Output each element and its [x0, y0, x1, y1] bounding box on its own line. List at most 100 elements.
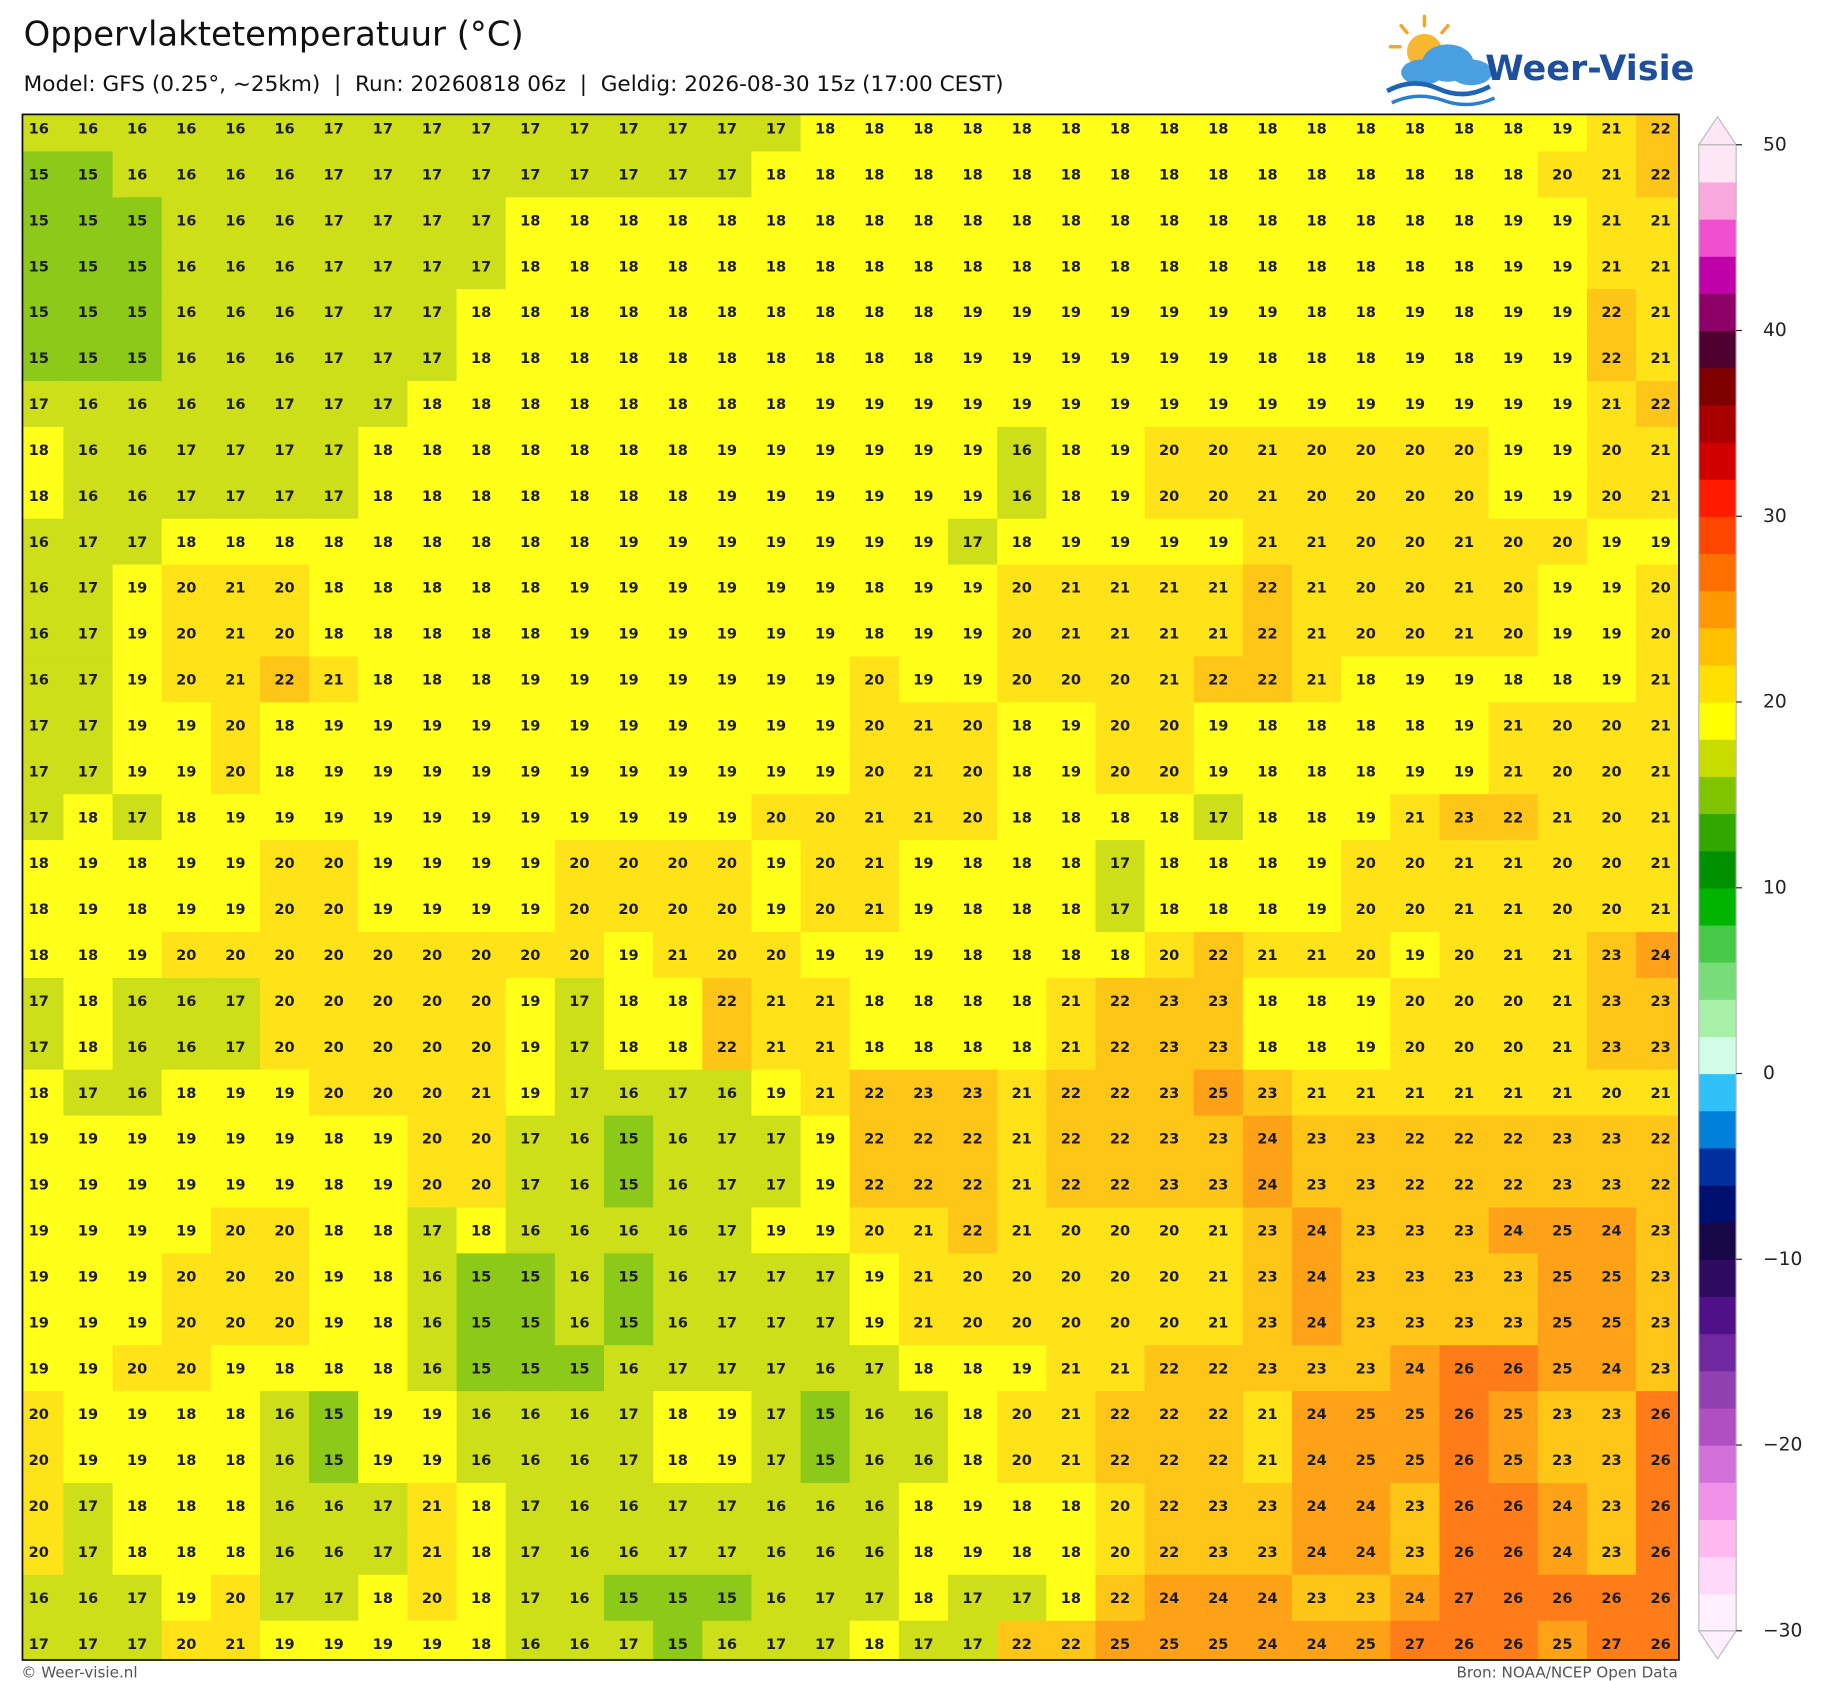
temperature-cell — [702, 1253, 753, 1300]
temperature-cell — [112, 1161, 163, 1209]
temperature-value: 20 — [864, 672, 884, 689]
temperature-value: 19 — [1552, 580, 1572, 597]
temperature-value: 18 — [225, 1544, 245, 1561]
temperature-value: 19 — [766, 580, 786, 597]
temperature-value: 16 — [127, 1085, 147, 1102]
temperature-value: 19 — [668, 534, 688, 551]
temperature-value: 23 — [1159, 1177, 1179, 1194]
temperature-value: 18 — [717, 212, 737, 229]
temperature-cell — [948, 1391, 998, 1438]
temperature-cell — [603, 426, 654, 474]
temperature-cell — [1193, 564, 1244, 612]
temperature-value: 19 — [78, 1406, 98, 1423]
temperature-cell — [456, 1299, 507, 1346]
temperature-value: 16 — [176, 166, 196, 183]
temperature-value: 23 — [1650, 1360, 1670, 1377]
temperature-cell — [1095, 472, 1146, 520]
temperature-value: 18 — [913, 993, 933, 1010]
temperature-cell — [309, 610, 359, 658]
temperature-value: 24 — [1650, 947, 1670, 964]
temperature-value: 20 — [176, 1268, 196, 1285]
temperature-cell — [63, 1023, 114, 1071]
temperature-cell — [751, 1115, 802, 1163]
temperature-value: 21 — [1306, 580, 1326, 597]
temperature-value: 16 — [471, 1406, 491, 1423]
temperature-value: 19 — [422, 901, 442, 918]
temperature-value: 17 — [766, 1406, 786, 1423]
colorbar-segment — [1698, 739, 1737, 777]
temperature-value: 18 — [766, 396, 786, 413]
temperature-value: 18 — [1257, 1039, 1277, 1056]
temperature-cell — [1193, 472, 1244, 520]
temperature-cell — [1390, 1528, 1441, 1576]
temperature-value: 15 — [618, 1590, 638, 1607]
temperature-cell — [1292, 1161, 1342, 1209]
temperature-value: 19 — [225, 1085, 245, 1102]
temperature-value: 20 — [1552, 855, 1572, 872]
temperature-value: 21 — [324, 672, 344, 689]
temperature-cell — [554, 380, 605, 428]
temperature-cell — [1439, 197, 1490, 244]
temperature-cell — [1390, 931, 1441, 979]
temperature-cell — [63, 197, 114, 244]
temperature-cell — [358, 335, 409, 382]
temperature-value: 16 — [127, 396, 147, 413]
temperature-cell — [554, 1391, 605, 1438]
temperature-value: 27 — [1454, 1590, 1474, 1607]
temperature-cell — [948, 977, 998, 1025]
colorbar-segment — [1698, 664, 1737, 703]
temperature-value: 21 — [1061, 626, 1081, 643]
temperature-value: 18 — [78, 809, 98, 826]
temperature-value: 21 — [1454, 580, 1474, 597]
temperature-cell — [554, 1620, 605, 1660]
temperature-cell — [751, 564, 802, 612]
temperature-value: 18 — [569, 350, 589, 367]
temperature-cell — [1095, 748, 1146, 795]
temperature-cell — [1537, 840, 1588, 887]
temperature-value: 20 — [274, 901, 294, 918]
temperature-cell — [1341, 1207, 1392, 1255]
temperature-value: 18 — [471, 396, 491, 413]
temperature-cell — [554, 977, 605, 1025]
temperature-value: 18 — [1012, 258, 1032, 275]
temperature-cell — [653, 1115, 703, 1163]
temperature-value: 17 — [422, 350, 442, 367]
temperature-cell — [1144, 794, 1195, 841]
temperature-cell — [1390, 564, 1441, 612]
temperature-value: 22 — [1257, 580, 1277, 597]
colorbar-tick-label: 10 — [1763, 877, 1787, 898]
temperature-cell — [702, 1299, 753, 1346]
temperature-value: 17 — [815, 1314, 835, 1331]
temperature-value: 20 — [668, 901, 688, 918]
temperature-cell — [1095, 886, 1146, 933]
temperature-value: 16 — [618, 1360, 638, 1377]
temperature-cell — [1439, 243, 1490, 290]
colorbar-segment — [1698, 367, 1737, 406]
temperature-cell — [849, 380, 900, 428]
temperature-cell — [800, 794, 851, 841]
temperature-cell — [1586, 472, 1637, 520]
temperature-cell — [603, 931, 654, 979]
temperature-cell — [997, 1069, 1048, 1117]
temperature-value: 18 — [471, 488, 491, 505]
temperature-cell — [554, 1437, 605, 1484]
temperature-cell — [1144, 1345, 1195, 1392]
temperature-cell — [702, 564, 753, 612]
temperature-cell — [1046, 380, 1097, 428]
temperature-value: 20 — [1159, 717, 1179, 734]
temperature-cell — [1636, 472, 1679, 520]
temperature-cell — [1439, 886, 1490, 933]
temperature-cell — [210, 335, 261, 382]
temperature-value: 16 — [668, 1268, 688, 1285]
temperature-cell — [800, 1115, 851, 1163]
temperature-cell — [22, 472, 65, 520]
temperature-cell — [1341, 1437, 1392, 1484]
temperature-cell — [898, 656, 949, 704]
temperature-cell — [1046, 702, 1097, 749]
temperature-value: 24 — [1552, 1544, 1572, 1561]
temperature-cell — [1636, 1253, 1679, 1300]
temperature-value: 16 — [864, 1406, 884, 1423]
temperature-cell — [997, 1253, 1048, 1300]
temperature-cell — [948, 472, 998, 520]
temperature-value: 19 — [1601, 626, 1621, 643]
